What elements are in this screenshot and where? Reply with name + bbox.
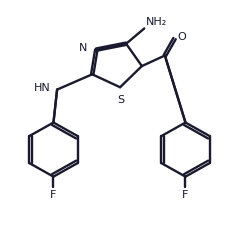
Text: S: S [118, 95, 125, 105]
Text: HN: HN [34, 84, 51, 94]
Text: F: F [50, 189, 57, 200]
Text: O: O [177, 32, 186, 42]
Text: F: F [182, 189, 189, 200]
Text: N: N [79, 43, 87, 54]
Text: NH₂: NH₂ [146, 17, 167, 27]
